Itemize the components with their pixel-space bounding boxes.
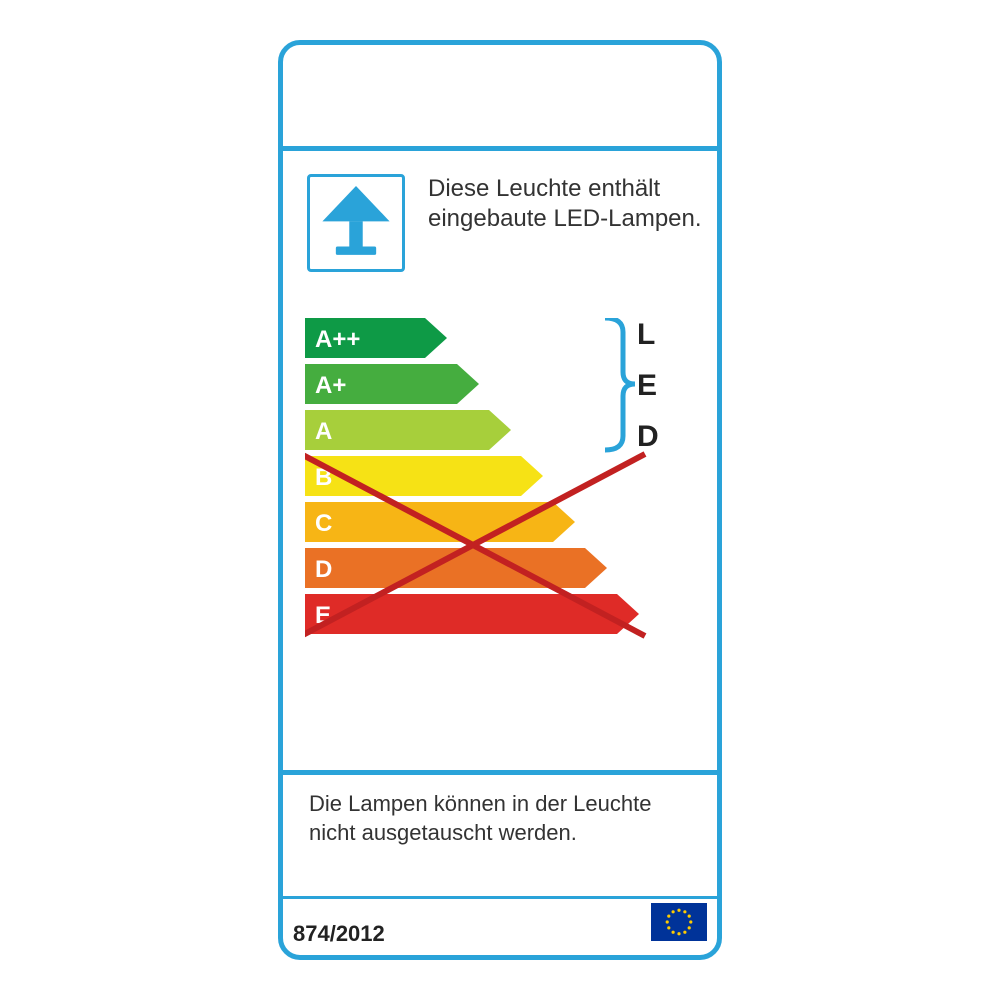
rating-label-A+: A+ xyxy=(315,372,346,399)
led-letter-D: D xyxy=(637,420,659,453)
regulation-number: 874/2012 xyxy=(293,921,385,947)
rating-label-A: A xyxy=(315,418,332,445)
led-letter-L: L xyxy=(637,318,655,351)
rating-scale: A++A+ABCDELED xyxy=(305,318,705,640)
rating-bar-C xyxy=(305,502,575,542)
rating-label-D: D xyxy=(315,556,332,583)
divider-top xyxy=(283,146,717,151)
eu-flag-icon xyxy=(651,903,707,941)
bottom-description: Die Lampen können in der Leuchte nicht a… xyxy=(309,790,689,847)
energy-label-card: Diese Leuchte enthält eingebaute LED-Lam… xyxy=(278,40,722,960)
rating-bar-E xyxy=(305,594,639,634)
divider-bottom xyxy=(283,770,717,775)
led-bracket xyxy=(605,318,635,450)
rating-label-A++: A++ xyxy=(315,326,360,353)
rating-label-C: C xyxy=(315,510,332,537)
top-description: Diese Leuchte enthält eingebaute LED-Lam… xyxy=(428,174,708,234)
footer-divider xyxy=(283,896,717,899)
rating-bar-A xyxy=(305,410,511,450)
led-letter-E: E xyxy=(637,369,657,402)
lamp-icon xyxy=(307,174,405,272)
